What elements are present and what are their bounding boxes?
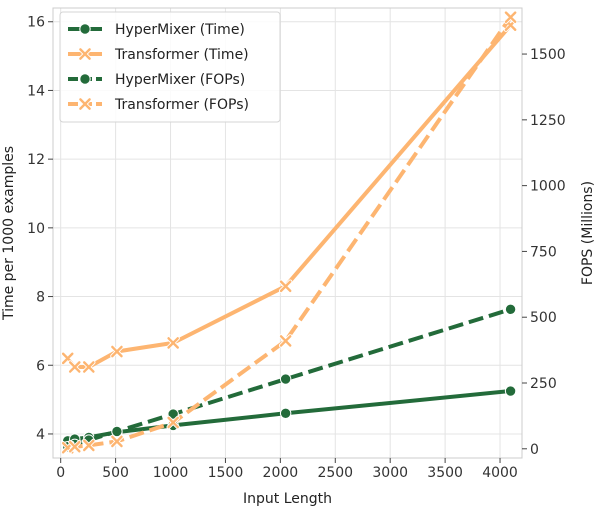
data-point <box>167 408 179 420</box>
data-point <box>82 438 96 453</box>
right-y-tick-label: 500 <box>530 310 557 326</box>
left-y-tick-label: 4 <box>36 427 45 443</box>
data-point <box>504 303 517 316</box>
legend-label: Transformer (FOPs) <box>114 97 249 113</box>
x-tick-label: 2500 <box>317 465 353 481</box>
data-point <box>504 385 517 397</box>
legend-label: HyperMixer (Time) <box>115 22 245 38</box>
grid <box>53 8 522 458</box>
legend-label: Transformer (Time) <box>114 47 249 63</box>
left-y-tick-label: 14 <box>27 83 45 99</box>
right-y-axis-label: FOPS (Millions) <box>580 181 596 285</box>
right-y-tick-label: 750 <box>530 244 557 260</box>
right-y-tick-label: 1250 <box>530 113 566 129</box>
x-tick-label: 1500 <box>208 465 244 481</box>
x-tick-label: 4000 <box>482 465 518 481</box>
legend-entry: Transformer (FOPs) <box>68 97 249 113</box>
x-tick-label: 500 <box>102 465 129 481</box>
right-y-tick-label: 250 <box>530 376 557 392</box>
data-point <box>503 10 518 24</box>
data-point <box>68 360 82 374</box>
data-point <box>82 360 96 374</box>
data-point <box>166 336 180 350</box>
right-y-tick-label: 1500 <box>530 47 566 63</box>
x-tick-label: 3500 <box>427 465 463 481</box>
data-point <box>68 439 82 454</box>
left-y-tick-label: 8 <box>36 290 45 306</box>
legend-marker <box>79 23 91 35</box>
data-point <box>278 334 293 348</box>
left-y-tick-label: 10 <box>27 221 45 237</box>
legend: HyperMixer (Time) Transformer (Time) Hyper… <box>59 11 281 123</box>
data-point <box>110 344 124 359</box>
series-layer <box>61 10 518 455</box>
left-y-tick-label: 12 <box>27 152 45 168</box>
legend-marker <box>78 97 92 111</box>
right-y-axis-ticks: 0 250 500 750 1000 1250 1500 <box>522 47 566 458</box>
x-tick-label: 3000 <box>372 465 408 481</box>
data-point <box>279 407 292 420</box>
legend-entry: Transformer (Time) <box>68 47 249 63</box>
legend-entry: HyperMixer (Time) <box>68 22 245 38</box>
legend-marker <box>79 73 91 85</box>
plot-frame <box>52 7 523 459</box>
right-y-tick-label: 1000 <box>530 179 566 195</box>
data-point <box>111 425 123 438</box>
left-y-tick-label: 16 <box>27 15 45 31</box>
x-tick-label: 0 <box>56 465 65 481</box>
x-axis-ticks: 0 500 1000 1500 2000 2500 3000 3500 4000 <box>56 458 518 481</box>
data-point <box>278 279 293 293</box>
legend-box <box>59 11 281 123</box>
data-point <box>166 415 180 430</box>
left-y-axis-label: Time per 1000 examples <box>1 146 17 321</box>
x-axis-label: Input Length <box>243 491 332 506</box>
x-tick-label: 2000 <box>263 465 299 481</box>
legend-entry: HyperMixer (FOPs) <box>68 72 245 88</box>
series-3 <box>61 10 518 455</box>
data-point <box>279 373 292 385</box>
left-y-tick-label: 6 <box>36 358 45 374</box>
legend-marker <box>78 47 92 61</box>
x-tick-label: 1000 <box>153 465 189 481</box>
right-y-tick-label: 0 <box>530 442 539 458</box>
data-point <box>110 434 124 449</box>
left-y-axis-ticks: 4 6 8 10 12 14 16 <box>27 15 53 443</box>
legend-label: HyperMixer (FOPs) <box>115 72 245 88</box>
